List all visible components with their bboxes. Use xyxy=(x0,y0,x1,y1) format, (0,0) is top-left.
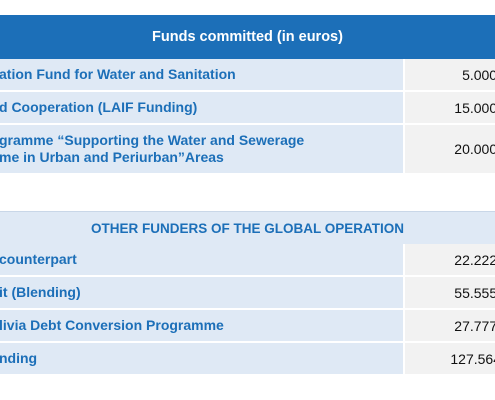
row-label-cell: counterpart xyxy=(0,244,405,275)
row-label: livia Debt Conversion Programme xyxy=(0,317,224,333)
row-value: 15.000. xyxy=(454,99,495,116)
row-value-cell: 27.777. xyxy=(405,310,495,341)
row-value: 22.222. xyxy=(454,251,495,268)
row-value-cell: 127.564 xyxy=(405,343,495,374)
row-label-cell: livia Debt Conversion Programme xyxy=(0,310,405,341)
table-row: gramme “Supporting the Water and Sewerag… xyxy=(0,125,495,175)
row-value: 55.555. xyxy=(454,284,495,301)
row-label: nding xyxy=(0,350,38,366)
row-label-cell: gramme “Supporting the Water and Sewerag… xyxy=(0,125,405,173)
row-value: 20.000. xyxy=(454,141,495,157)
row-value: 127.564 xyxy=(450,350,495,367)
funds-committed-header: Funds committed (in euros) xyxy=(0,15,495,59)
row-value: 5.000. xyxy=(462,66,495,83)
other-funders-header-text: OTHER FUNDERS OF THE GLOBAL OPERATION xyxy=(90,220,404,236)
table-row: livia Debt Conversion Programme 27.777. xyxy=(0,310,495,343)
table-row: nding 127.564 xyxy=(0,343,495,376)
row-label-cell: it (Blending) xyxy=(0,277,405,308)
funds-committed-header-text: Funds committed (in euros) xyxy=(152,29,343,45)
row-label: it (Blending) xyxy=(0,284,81,300)
row-value-cell: 5.000. xyxy=(405,59,495,90)
row-label: ation Fund for Water and Sanitation xyxy=(0,66,236,82)
other-funders-table: OTHER FUNDERS OF THE GLOBAL OPERATION co… xyxy=(0,211,495,376)
row-value: 27.777. xyxy=(454,317,495,334)
row-value-cell: 15.000. xyxy=(405,92,495,123)
funds-committed-table: Funds committed (in euros) ation Fund fo… xyxy=(0,15,495,175)
other-funders-header: OTHER FUNDERS OF THE GLOBAL OPERATION xyxy=(0,211,495,244)
row-label: counterpart xyxy=(0,251,77,267)
table-row: counterpart 22.222. xyxy=(0,244,495,277)
row-label-cell: d Cooperation (LAIF Funding) xyxy=(0,92,405,123)
row-value-cell: 55.555. xyxy=(405,277,495,308)
row-label: d Cooperation (LAIF Funding) xyxy=(0,99,198,115)
table-row: it (Blending) 55.555. xyxy=(0,277,495,310)
row-label: gramme “Supporting the Water and Sewerag… xyxy=(0,132,305,165)
row-value-cell: 20.000. xyxy=(405,125,495,173)
table-row: d Cooperation (LAIF Funding) 15.000. xyxy=(0,92,495,125)
table-row: ation Fund for Water and Sanitation 5.00… xyxy=(0,59,495,92)
row-label-cell: ation Fund for Water and Sanitation xyxy=(0,59,405,90)
row-value-cell: 22.222. xyxy=(405,244,495,275)
row-label-cell: nding xyxy=(0,343,405,374)
